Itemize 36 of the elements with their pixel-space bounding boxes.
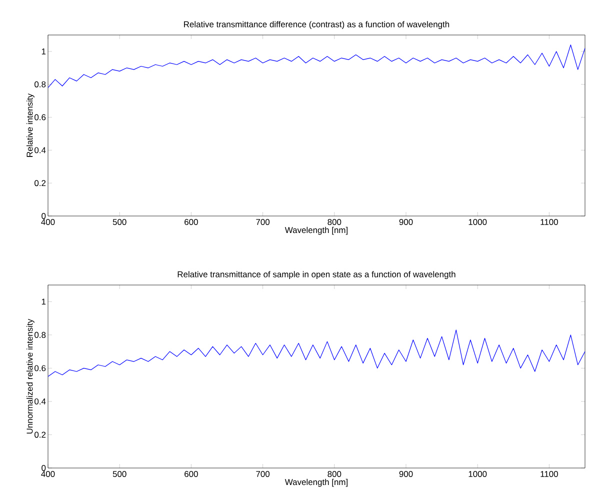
chart-title: Relative transmittance difference (contrast) as a function of wavelength — [184, 21, 450, 29]
x-tick-label: 900 — [399, 219, 413, 226]
x-tick-label: 800 — [328, 219, 342, 226]
x-tick-label: 600 — [184, 219, 198, 226]
chart-title: Relative transmittance of sample in open state as a function of wavelength — [178, 271, 456, 279]
line-series — [48, 44, 585, 88]
y-tick-label: 0.4 — [34, 398, 46, 404]
y-axis-title: Unnormalized relative intensity — [26, 318, 34, 434]
y-axis-title: Relative intensity — [26, 94, 34, 157]
y-tick-label: 0.4 — [34, 147, 46, 154]
y-tick-label: 0 — [42, 465, 46, 471]
x-tick-label: 500 — [112, 471, 126, 478]
y-tick-label: 0.8 — [34, 332, 46, 338]
x-axis-title: Wavelength [nm] — [284, 226, 348, 235]
y-tick-label: 0.2 — [34, 432, 46, 438]
x-tick-label: 400 — [41, 219, 55, 226]
x-tick-label: 600 — [184, 471, 198, 478]
x-tick-label: 900 — [399, 471, 413, 478]
y-tick-label: 0.6 — [34, 365, 46, 372]
x-tick-label: 1100 — [540, 219, 558, 226]
x-tick-label: 700 — [256, 471, 270, 478]
y-tick-label: 1 — [42, 48, 46, 54]
x-tick-label: 400 — [41, 471, 55, 478]
y-tick-label: 0.6 — [34, 114, 46, 120]
x-tick-label: 1000 — [468, 219, 487, 226]
line-series — [48, 330, 585, 377]
y-tick-label: 0.8 — [34, 81, 46, 88]
y-tick-label: 0 — [42, 213, 46, 219]
x-tick-label: 800 — [328, 471, 342, 478]
x-tick-label: 1100 — [540, 471, 558, 478]
x-tick-label: 1000 — [468, 471, 487, 478]
y-tick-label: 0.2 — [34, 180, 46, 186]
x-tick-label: 700 — [256, 219, 270, 226]
y-tick-label: 1 — [42, 298, 46, 305]
x-axis-title: Wavelength [nm] — [284, 478, 348, 487]
x-tick-label: 500 — [112, 219, 126, 226]
